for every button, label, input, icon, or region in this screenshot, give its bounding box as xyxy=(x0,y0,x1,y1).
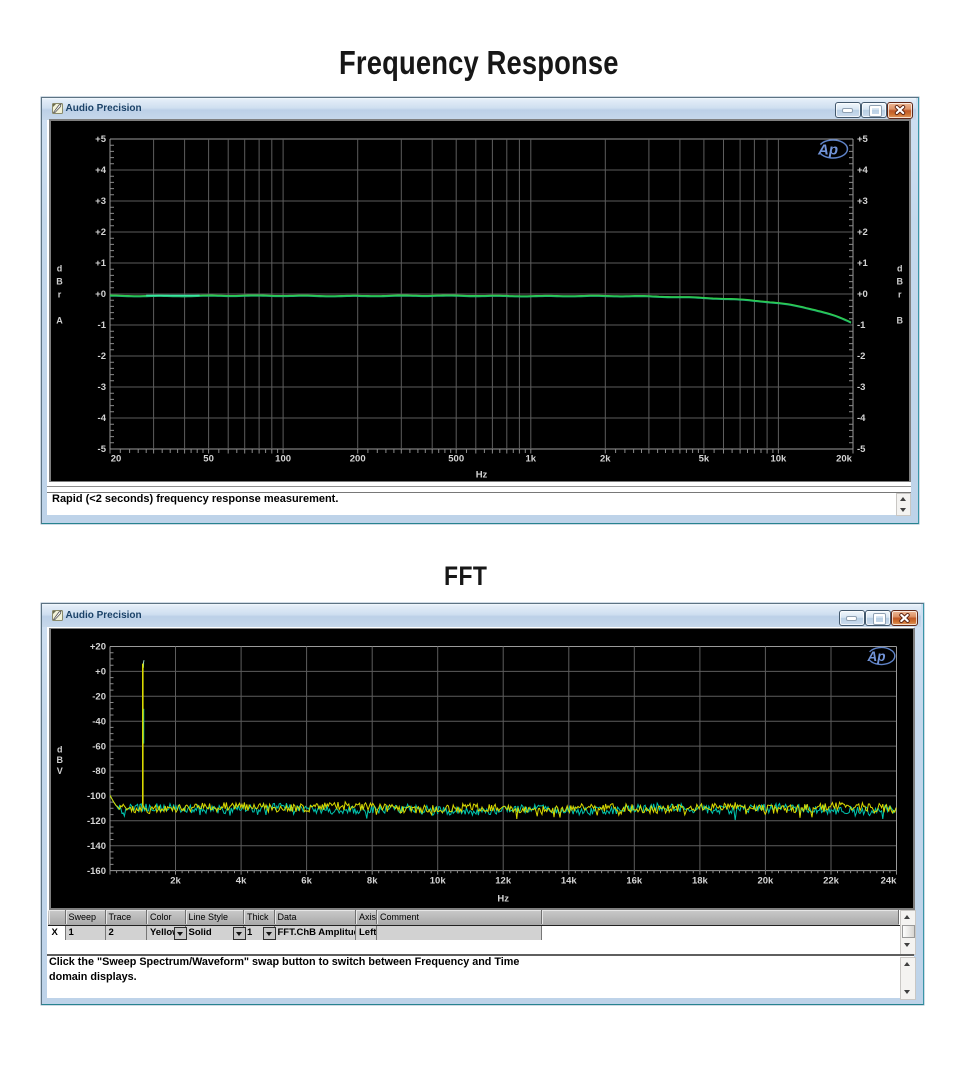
svg-text:16k: 16k xyxy=(626,876,643,887)
svg-text:-1: -1 xyxy=(98,320,107,331)
svg-text:-1: -1 xyxy=(857,320,866,331)
svg-text:+3: +3 xyxy=(95,196,106,207)
svg-text:+20: +20 xyxy=(90,642,106,653)
svg-text:+3: +3 xyxy=(857,196,868,207)
svg-text:r: r xyxy=(58,290,62,300)
svg-text:d: d xyxy=(897,264,903,274)
svg-text:+0: +0 xyxy=(95,667,106,678)
svg-text:-140: -140 xyxy=(87,841,106,852)
svg-text:+4: +4 xyxy=(95,165,107,176)
svg-text:V: V xyxy=(57,766,63,776)
svg-text:5k: 5k xyxy=(699,454,710,465)
svg-text:14k: 14k xyxy=(561,876,578,887)
svg-text:20k: 20k xyxy=(836,454,853,465)
svg-text:24k: 24k xyxy=(881,876,898,887)
svg-text:Ap: Ap xyxy=(867,649,886,664)
svg-text:+1: +1 xyxy=(857,258,869,269)
svg-text:B: B xyxy=(56,277,63,287)
svg-text:-160: -160 xyxy=(87,866,106,877)
svg-text:200: 200 xyxy=(350,454,366,465)
svg-text:-120: -120 xyxy=(87,816,106,827)
svg-text:10k: 10k xyxy=(430,876,447,887)
svg-text:1k: 1k xyxy=(526,454,537,465)
svg-text:-3: -3 xyxy=(98,382,106,393)
svg-text:20: 20 xyxy=(111,454,122,465)
svg-text:+2: +2 xyxy=(95,227,106,238)
svg-text:-4: -4 xyxy=(98,413,107,424)
svg-text:Hz: Hz xyxy=(497,894,509,905)
svg-text:12k: 12k xyxy=(495,876,512,887)
svg-text:-2: -2 xyxy=(98,351,106,362)
svg-text:Ap: Ap xyxy=(817,142,838,159)
svg-text:-2: -2 xyxy=(857,351,865,362)
svg-text:6k: 6k xyxy=(301,876,312,887)
svg-text:+5: +5 xyxy=(857,134,869,145)
svg-text:8k: 8k xyxy=(367,876,378,887)
svg-text:-20: -20 xyxy=(92,692,106,703)
svg-text:500: 500 xyxy=(448,454,464,465)
svg-text:B: B xyxy=(897,277,904,287)
svg-text:A: A xyxy=(56,316,63,326)
svg-text:d: d xyxy=(57,264,63,274)
svg-text:4k: 4k xyxy=(236,876,247,887)
svg-text:d: d xyxy=(57,745,63,755)
svg-text:B: B xyxy=(897,316,904,326)
svg-text:10k: 10k xyxy=(770,454,787,465)
svg-text:50: 50 xyxy=(203,454,214,465)
svg-text:+5: +5 xyxy=(95,134,107,145)
svg-text:+1: +1 xyxy=(95,258,107,269)
svg-text:2k: 2k xyxy=(600,454,611,465)
svg-text:-4: -4 xyxy=(857,413,866,424)
svg-text:+0: +0 xyxy=(857,289,868,300)
svg-text:-5: -5 xyxy=(857,444,866,455)
svg-text:+2: +2 xyxy=(857,227,868,238)
svg-text:-80: -80 xyxy=(92,766,106,777)
svg-text:2k: 2k xyxy=(170,876,181,887)
svg-text:r: r xyxy=(898,290,902,300)
svg-text:Hz: Hz xyxy=(476,470,488,481)
svg-text:-3: -3 xyxy=(857,382,865,393)
svg-text:22k: 22k xyxy=(823,876,840,887)
svg-text:-5: -5 xyxy=(98,444,107,455)
svg-text:-100: -100 xyxy=(87,791,106,802)
svg-text:+4: +4 xyxy=(857,165,869,176)
svg-text:+0: +0 xyxy=(95,289,106,300)
svg-text:18k: 18k xyxy=(692,876,709,887)
svg-text:-40: -40 xyxy=(92,716,106,727)
svg-text:100: 100 xyxy=(275,454,291,465)
svg-text:-60: -60 xyxy=(92,741,106,752)
svg-text:20k: 20k xyxy=(757,876,774,887)
svg-text:B: B xyxy=(57,755,64,765)
